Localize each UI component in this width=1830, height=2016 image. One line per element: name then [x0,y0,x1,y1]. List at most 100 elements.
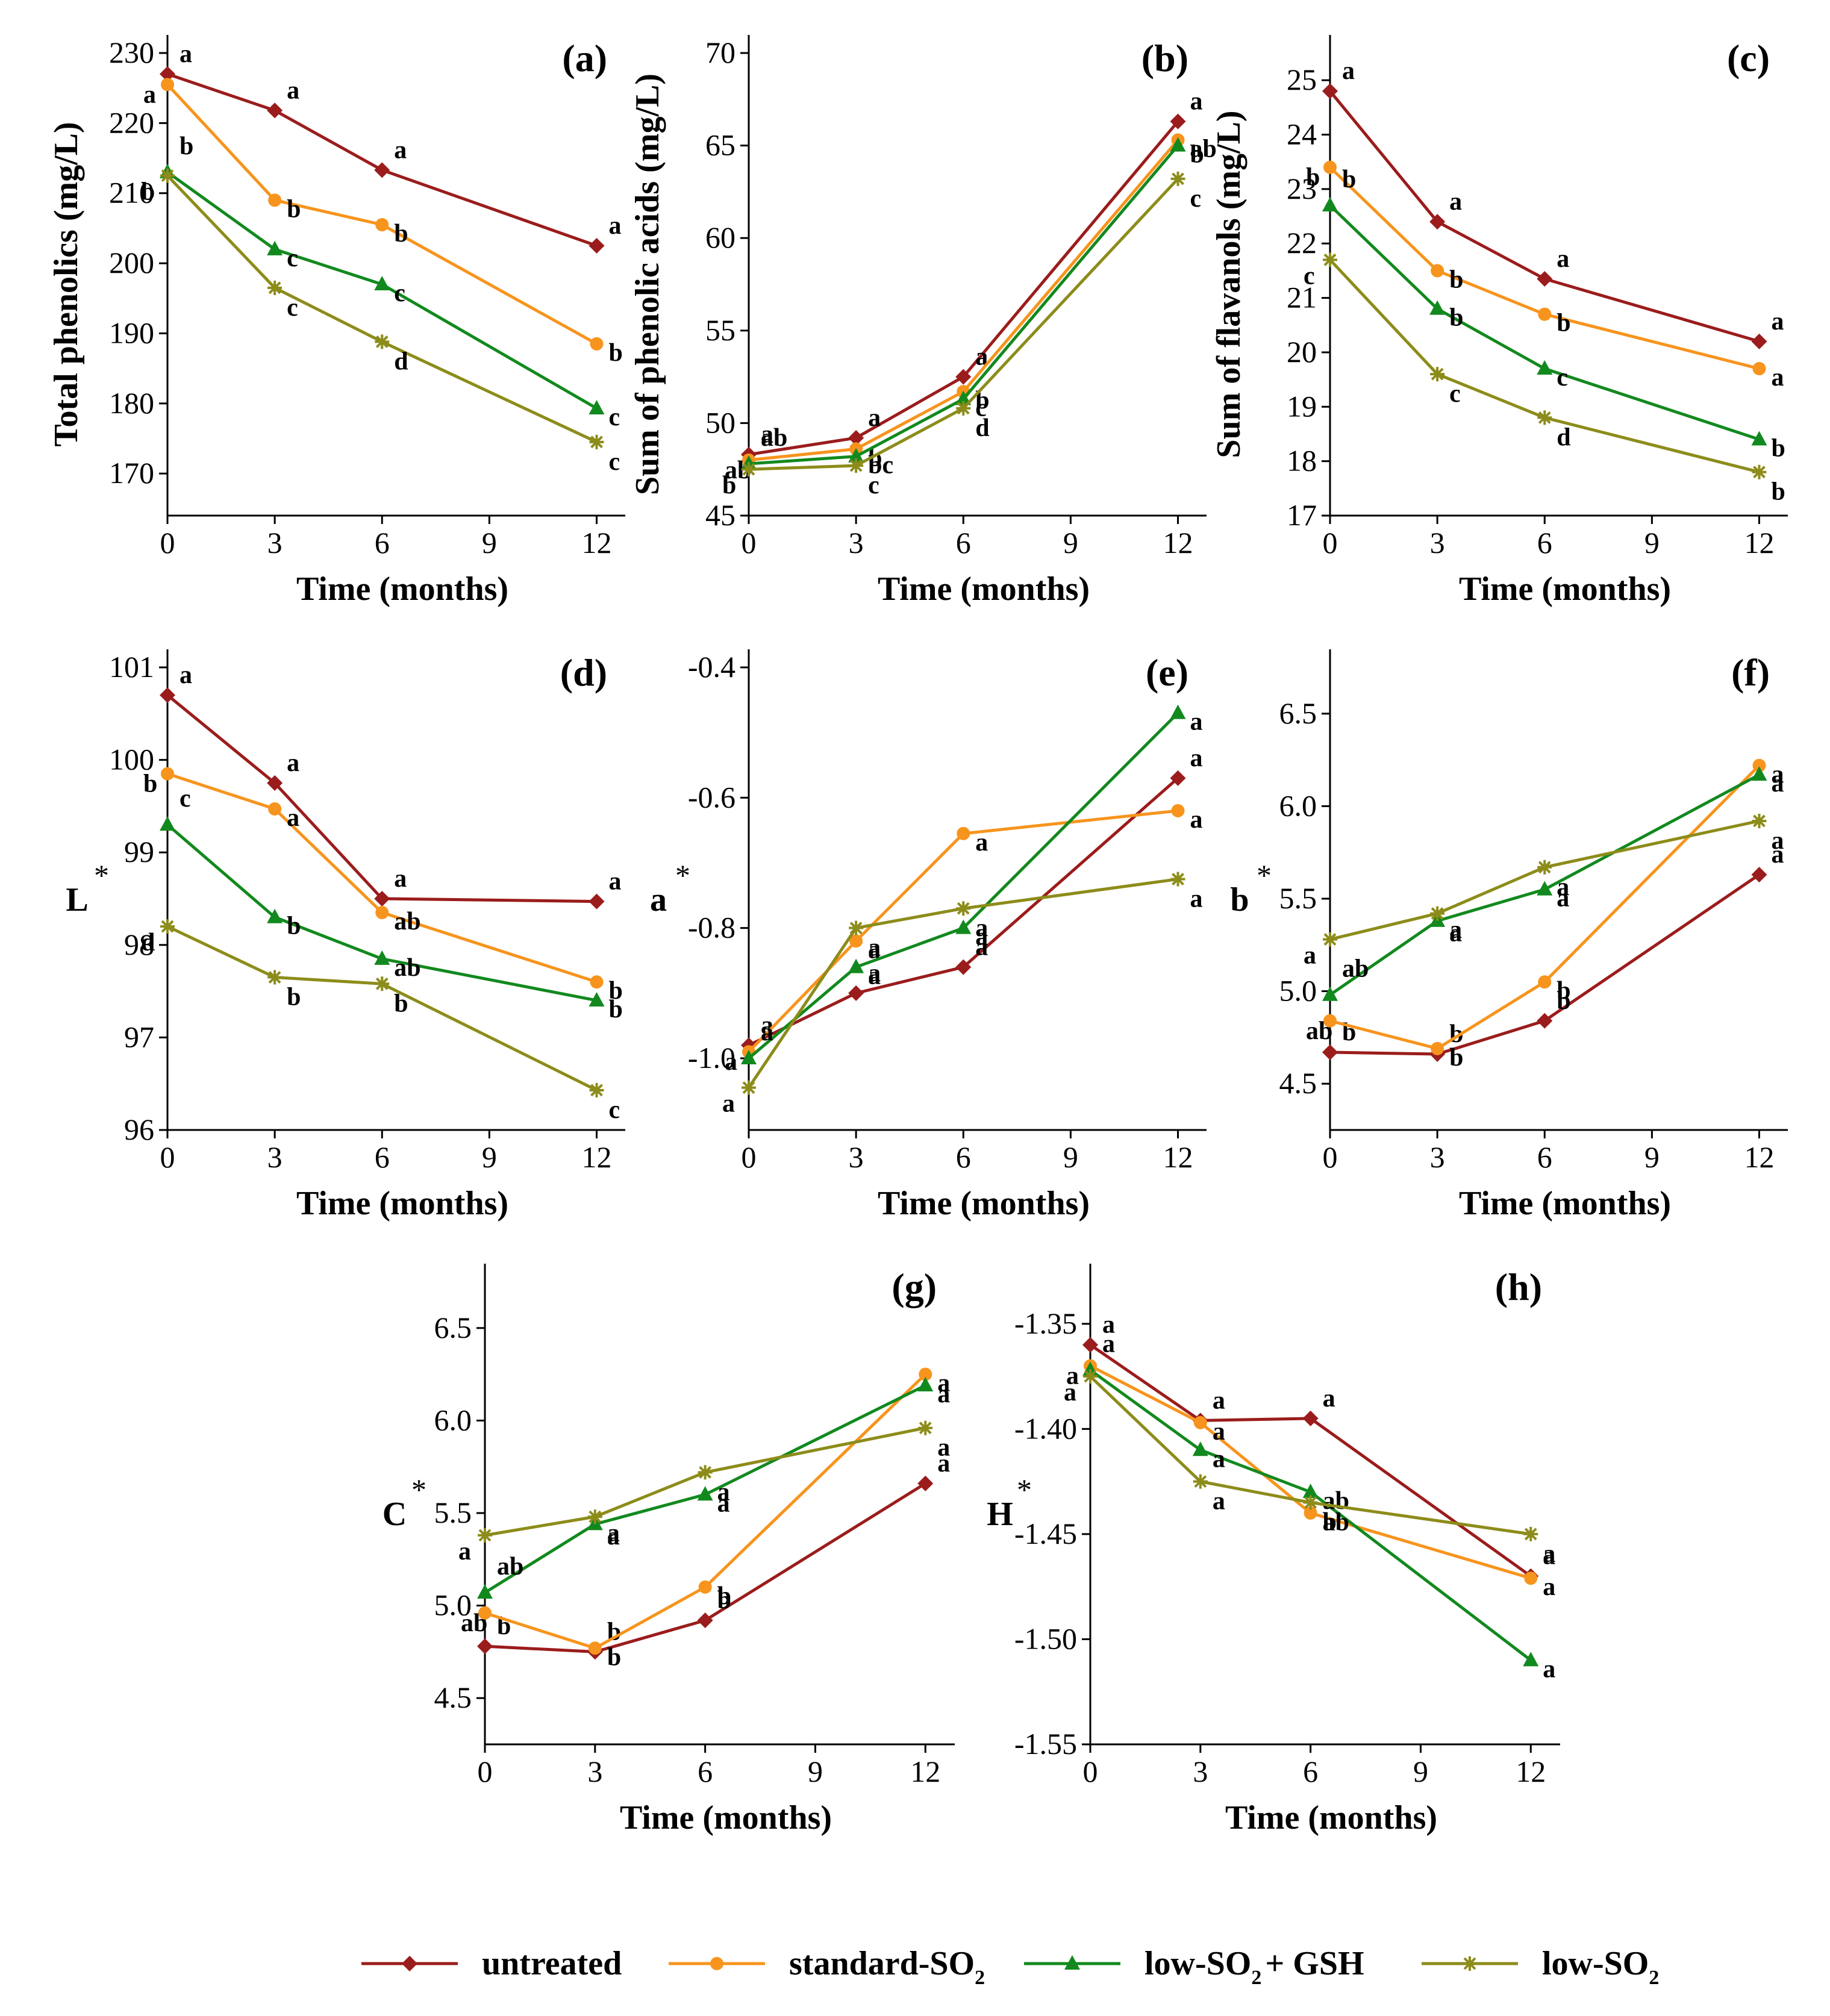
significance-letter: a [1102,1311,1115,1339]
y-tick-label: 101 [109,650,154,684]
legend-item-untreated: untreated [361,1945,622,1982]
significance-letter: a [1213,1387,1225,1414]
significance-letter: a [287,804,299,832]
significance-letter: b [722,472,736,499]
significance-letter: a [725,1048,737,1076]
data-point [697,1486,713,1501]
data-point [375,218,389,232]
y-tick-label: -1.40 [1014,1411,1077,1445]
series-line [484,1426,926,1537]
significance-letter: c [287,245,298,272]
data-point [1524,1571,1538,1585]
significance-letter: a [717,1478,730,1506]
y-axis-title-sup: * [675,858,690,892]
y-tick-label: 190 [109,316,154,349]
data-point [1431,264,1444,278]
data-point [848,448,864,463]
x-tick-label: 0 [160,526,175,560]
x-axis-title: Time (months) [1225,1799,1437,1837]
series-line [166,174,598,444]
x-tick-label: 6 [1537,1140,1552,1174]
y-tick-label: 17 [1287,498,1317,532]
data-point [1171,804,1185,817]
significance-letter: b [394,990,408,1017]
legend-label: low-SO2 [1542,1945,1659,1989]
data-point [917,1377,934,1392]
y-axis-title-sup: * [1257,858,1272,892]
x-tick-label: 12 [582,1140,612,1174]
x-tick-label: 9 [1413,1755,1428,1788]
data-point [1170,137,1186,152]
series-line [748,144,1179,466]
data-point [1193,1415,1207,1429]
x-axis-title: Time (months) [878,570,1090,608]
series-line [1329,819,1760,941]
significance-letter: a [1543,1540,1555,1568]
significance-letter: b [1306,164,1320,192]
y-tick-label: -0.8 [688,911,735,944]
x-tick-label: 3 [267,1140,283,1174]
significance-letter: a [937,1381,950,1408]
data-point [1323,932,1337,947]
data-point [1170,171,1185,186]
data-point [956,401,971,416]
y-tick-label: 24 [1287,117,1317,151]
series-untreated: a a a a [1322,57,1784,349]
significance-letter: c [609,1096,620,1124]
data-point [848,429,864,446]
legend-label: standard-SO2 [789,1945,985,1989]
y-tick-label: 170 [109,456,154,490]
series-line [166,694,597,903]
x-tick-label: 3 [1193,1755,1208,1788]
y-tick-label: -1.35 [1014,1306,1077,1340]
data-point [1537,270,1553,287]
significance-letter: c [394,279,405,307]
y-axis-title: b [1230,881,1249,919]
significance-letter: a [1213,1445,1225,1473]
y-tick-label: 45 [705,498,735,532]
significance-letter: b [609,996,623,1023]
significance-letter: b [717,1582,731,1610]
significance-letter: a [1772,841,1784,869]
series-line [1089,1375,1531,1536]
significance-letter: ab [461,1609,487,1637]
legend-marker [710,1957,723,1970]
significance-letter: a [1772,827,1784,855]
data-point [848,958,864,973]
data-point [917,1475,934,1491]
significance-letter: b [1190,141,1204,169]
significance-letter: c [180,785,191,813]
data-point [1751,333,1767,349]
data-point [1170,113,1186,130]
x-axis-title: Time (months) [296,1185,508,1222]
significance-letter: c [609,448,620,476]
significance-letter: a [287,76,299,104]
significance-letter: a [868,404,881,432]
y-tick-label: 5.0 [434,1588,472,1622]
significance-letter: a [180,40,192,68]
data-point [1752,813,1767,828]
y-tick-label: 4.5 [1279,1066,1317,1100]
y-tick-label: 55 [705,313,735,347]
x-tick-label: 6 [375,526,390,560]
panel-label: (g) [892,1265,937,1308]
y-tick-label: 96 [124,1113,154,1146]
series-line [1329,204,1760,441]
data-point [590,337,604,351]
significance-letter: a [1449,188,1462,216]
series-line [166,83,598,346]
significance-letter: a [937,1434,950,1462]
panel-label: (e) [1146,651,1188,694]
significance-letter: a [937,1370,950,1397]
data-point [160,168,175,183]
data-point [1192,1441,1208,1456]
data-point [1523,1526,1538,1541]
significance-letter: d [975,414,989,442]
significance-letter: b [287,195,301,223]
